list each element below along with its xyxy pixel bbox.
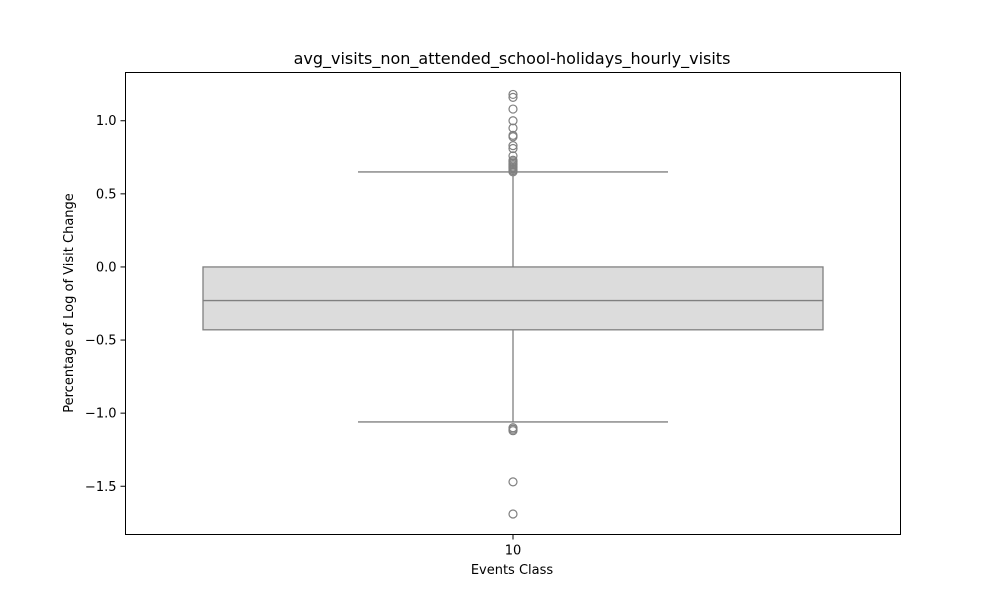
outlier-point [508,141,518,151]
outlier-point [508,116,518,126]
x-axis: 10 [505,534,522,559]
outlier-point [508,92,518,102]
outlier-point [508,167,518,177]
outlier-point [508,151,518,161]
y-tick-label: 0.5 [96,187,117,202]
outlier-point [508,123,518,133]
y-tick-label: 0.0 [96,260,117,275]
y-axis-label: Percentage of Log of Visit Change [62,193,77,413]
x-axis-label: Events Class [471,563,554,578]
y-axis: −1.5 −1.0 −0.5 0.0 0.5 1.0 [85,114,126,495]
y-tick-label: 1.0 [96,114,117,129]
x-tick-label: 10 [505,544,522,559]
outlier-point [508,477,518,487]
outlier-point [508,132,518,142]
y-tick-label: −0.5 [85,334,117,349]
iqr-box [202,266,824,331]
y-tick-label: −1.0 [85,407,117,422]
outlier-point [508,89,518,100]
y-tick-label: −1.5 [85,480,117,495]
outlier-point [508,104,518,114]
chart-title: avg_visits_non_attended_school-holidays_… [294,49,731,69]
outlier-point [508,143,518,154]
plot-area [202,89,824,519]
outlier-point [508,426,518,436]
outlier-point [508,509,518,519]
